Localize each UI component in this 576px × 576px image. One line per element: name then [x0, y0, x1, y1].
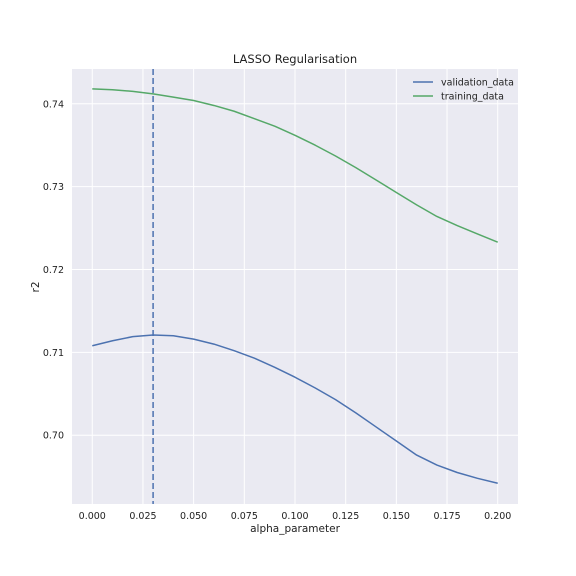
series-line-training-data	[92, 88, 499, 243]
legend-label: training_data	[441, 92, 504, 103]
y-tick-label: 0.71	[43, 348, 64, 359]
legend: validation_data training_data	[413, 78, 514, 103]
x-tick-label: 0.175	[433, 511, 460, 522]
x-tick-label: 0.075	[231, 511, 258, 522]
x-tick-label: 0.200	[484, 511, 511, 522]
y-tick-label: 0.72	[43, 265, 64, 276]
x-axis-label: alpha_parameter	[250, 523, 340, 535]
chart-title: LASSO Regularisation	[233, 52, 357, 66]
grid-lines	[72, 69, 518, 504]
x-tick-label: 0.150	[383, 511, 410, 522]
series-line-validation-data	[92, 334, 498, 485]
x-tick-label: 0.000	[79, 511, 106, 522]
y-tick-label: 0.74	[43, 99, 64, 110]
series-lines	[92, 88, 499, 485]
x-tick-label: 0.025	[129, 511, 156, 522]
x-tick-label: 0.100	[281, 511, 308, 522]
x-tick-label: 0.050	[180, 511, 207, 522]
y-tick-label: 0.73	[43, 182, 64, 193]
x-tick-label: 0.125	[332, 511, 359, 522]
y-tick-label: 0.70	[43, 431, 64, 442]
tick-labels: 0.000 0.025 0.050 0.075 0.100 0.125 0.150 0.175…	[43, 99, 511, 522]
y-axis-label: r2	[30, 282, 42, 293]
legend-label: validation_data	[441, 78, 514, 89]
